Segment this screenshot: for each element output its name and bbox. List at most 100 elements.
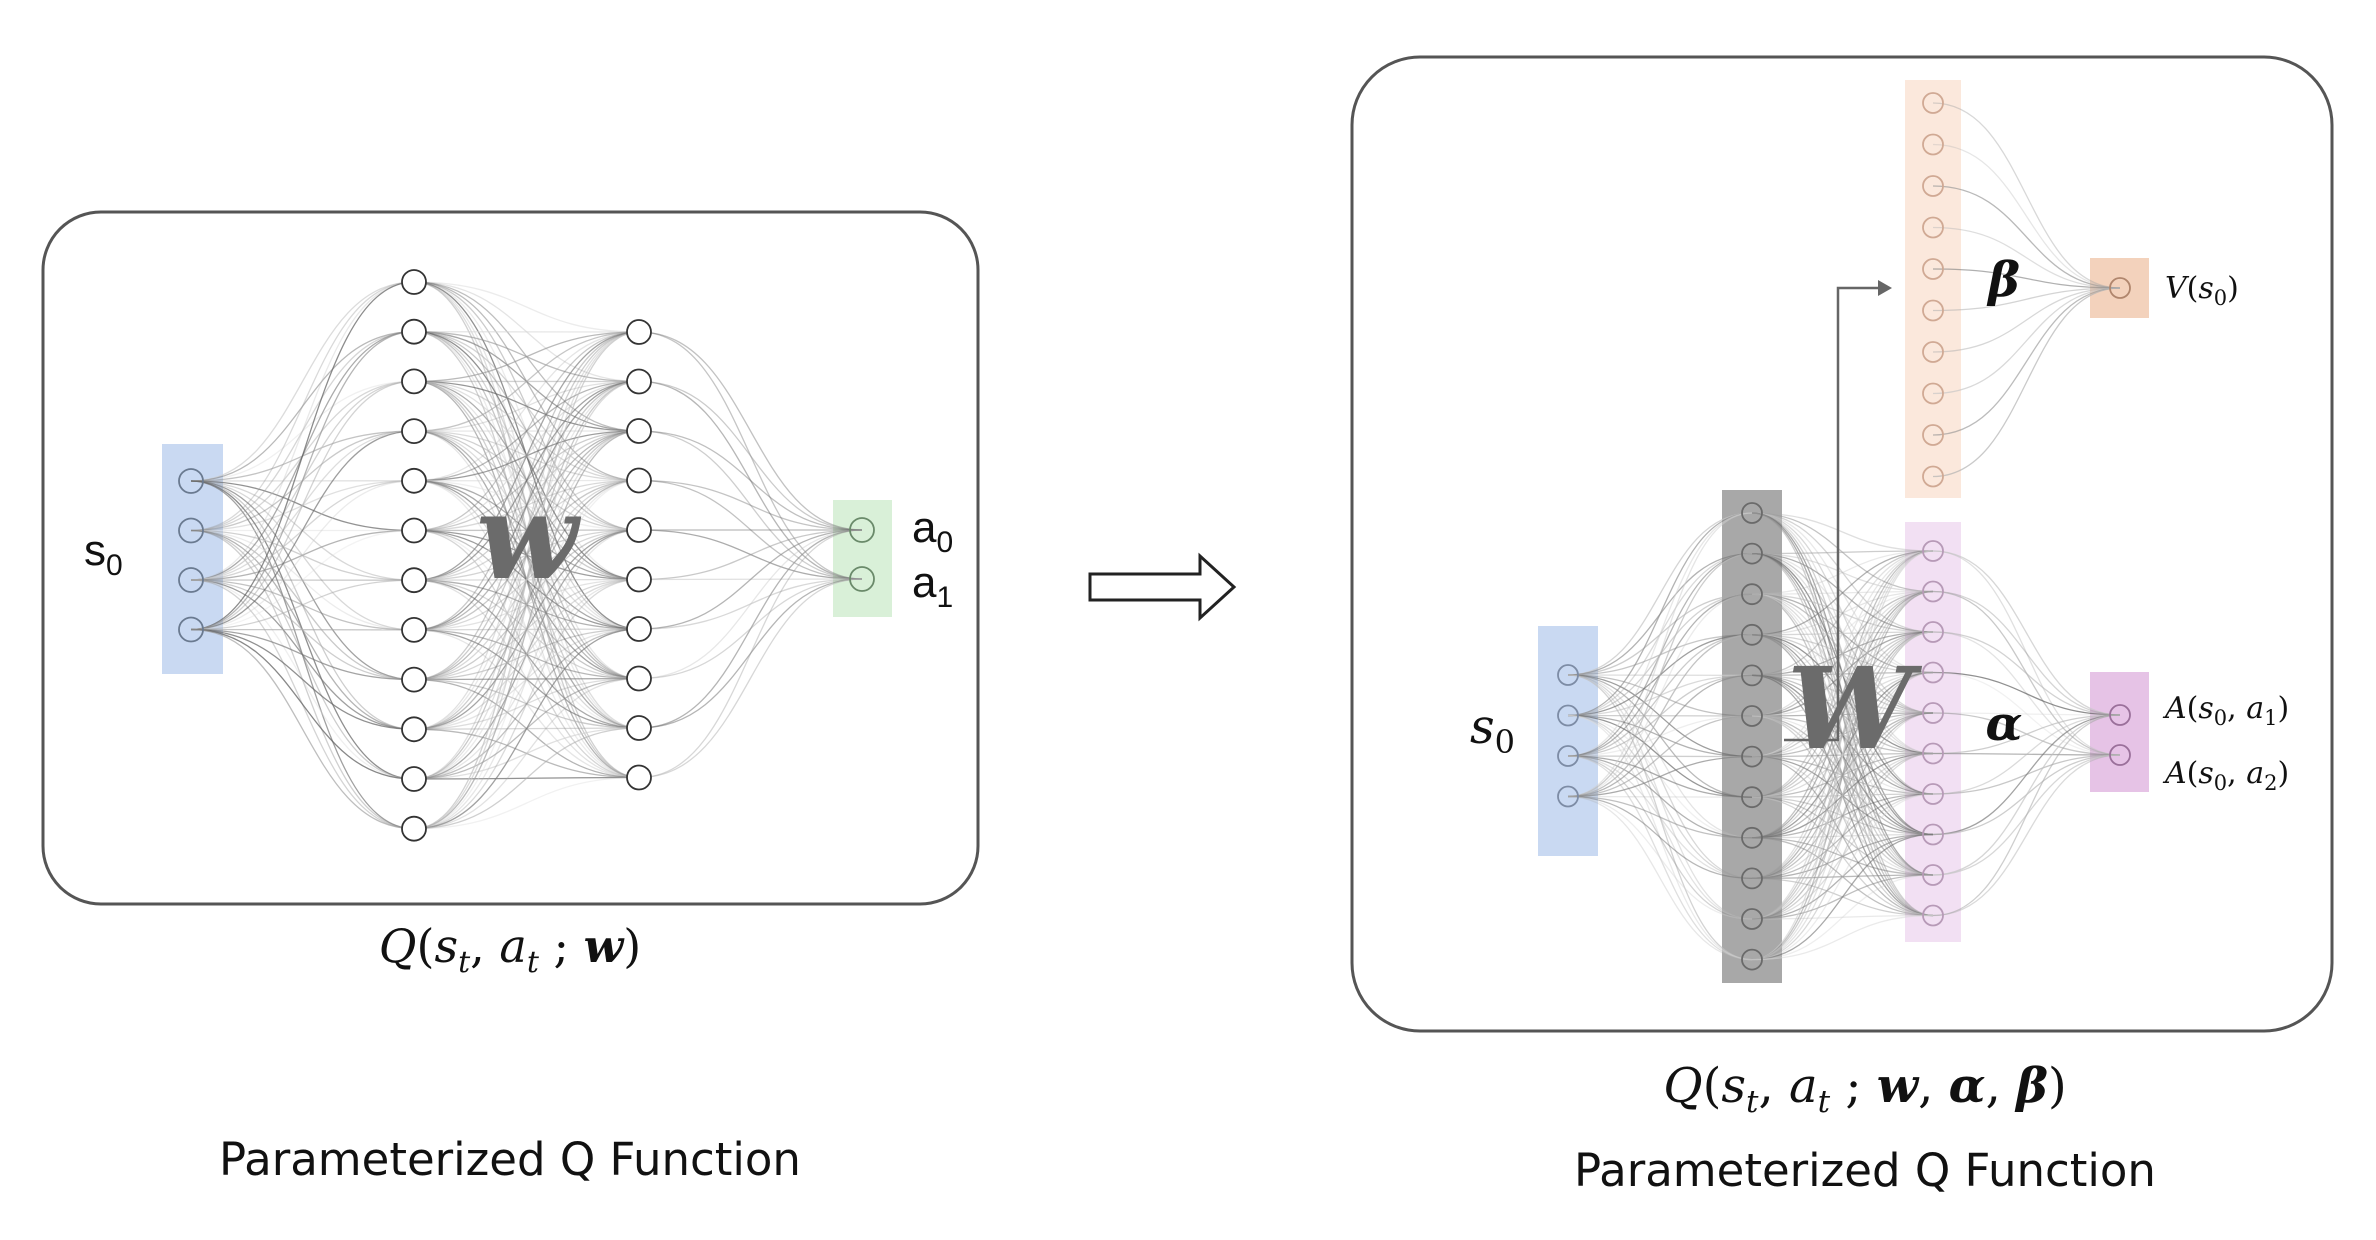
right-panel: W β α s0 V(s0) A(s0, a1) A(s0, a2) Q(st,… (1350, 55, 2334, 1197)
left-connection (190, 331, 415, 631)
value-label-s-sub: 0 (2214, 286, 2227, 310)
right-connection (1932, 550, 2121, 716)
right-layer-1-node-4 (1741, 664, 1763, 687)
right-layer-1-node-10 (1741, 908, 1763, 930)
left-connection (413, 331, 640, 532)
right-connection (1751, 712, 1934, 961)
right-hidden-layer (1722, 490, 1782, 983)
right-layer-2-node-2 (1922, 621, 1944, 643)
left-layer-1-node-4 (401, 467, 427, 494)
right-connection (1567, 795, 1753, 920)
right-formula: Q(st, at ; w, α, β) (1663, 1058, 2066, 1120)
right-layer-2-node-5 (1922, 742, 1944, 765)
left-layer-1-node-0 (401, 269, 427, 295)
right-connection (1751, 550, 1934, 636)
left-connection (413, 380, 640, 432)
left-connection (413, 380, 640, 730)
right-layer-4-node-1 (1922, 133, 1944, 156)
right-connection (1932, 226, 2121, 289)
right-connection (1751, 593, 1934, 633)
left-connection (190, 628, 415, 780)
left-connection (413, 331, 640, 631)
left-connection (413, 430, 640, 830)
right-connection (1751, 833, 1934, 880)
left-connection (190, 529, 415, 581)
right-layer-4-node-8 (1922, 424, 1944, 446)
right-connection (1567, 795, 1753, 961)
left-layer-2-node-7 (626, 665, 652, 692)
left-connection (413, 529, 640, 830)
adv2-comma: , (2227, 756, 2246, 791)
right-layer-1-node-2 (1741, 583, 1763, 606)
beta-branch-line (1784, 286, 1880, 742)
left-connection (413, 331, 640, 830)
adv2-s-sub: 0 (2214, 771, 2227, 795)
left-connection (190, 628, 415, 830)
right-layer-1-node-1 (1741, 542, 1763, 565)
left-connection (190, 281, 415, 631)
left-output-label-1: a1 (912, 558, 953, 614)
right-formula-semi: ; (1830, 1058, 1877, 1114)
right-connection (1567, 674, 1753, 798)
left-nodes (178, 269, 875, 842)
left-connection (413, 331, 640, 482)
left-connection (638, 529, 863, 680)
adv2-a: a (2246, 756, 2264, 791)
left-connection (638, 380, 863, 580)
right-connection (1751, 550, 1934, 920)
right-connection (1567, 512, 1753, 757)
left-formula-comma: , (470, 919, 499, 973)
right-layer-4-node-4 (1922, 258, 1944, 280)
right-layer-1-node-9 (1741, 867, 1763, 890)
adv1-s: s (2198, 691, 2213, 726)
left-connection (413, 380, 640, 631)
left-connection (190, 430, 415, 631)
right-connection (1751, 793, 1934, 880)
right-layer-2-node-8 (1922, 864, 1944, 886)
left-output-0-sub: 0 (936, 526, 953, 559)
right-layer-1-node-3 (1741, 623, 1763, 646)
right-connection (1567, 512, 1753, 798)
right-connection (1567, 795, 1753, 839)
right-connection (1932, 714, 2121, 755)
alpha-stream-layer (1905, 522, 1961, 942)
right-layer-4-node-6 (1922, 341, 1944, 363)
left-layer-1-node-6 (401, 567, 427, 594)
left-formula-a-sub: t (527, 945, 540, 980)
left-layer-2-node-6 (626, 616, 652, 642)
right-layer-2-node-0 (1922, 540, 1944, 562)
left-layer-1-node-8 (401, 666, 427, 693)
left-connection (413, 628, 640, 830)
right-connection (1932, 671, 2121, 756)
left-output-1-sub: 1 (936, 581, 953, 614)
right-connection (1932, 102, 2121, 289)
left-connection (413, 331, 640, 432)
left-connection (413, 430, 640, 681)
right-connection (1751, 550, 1934, 758)
right-connection (1567, 755, 1753, 798)
left-connection (413, 578, 640, 780)
left-caption: Parameterized Q Function (219, 1133, 801, 1186)
left-connection (413, 677, 640, 681)
right-connection (1932, 268, 2121, 289)
left-layer-2-node-5 (626, 566, 652, 593)
left-connection (413, 380, 640, 681)
beta-branch-arrowhead (1878, 280, 1892, 296)
right-connection (1751, 914, 1934, 961)
right-connection (1932, 287, 2121, 353)
right-connection (1751, 833, 1934, 839)
left-connection (413, 628, 640, 730)
right-layer-5-node-0 (2109, 277, 2131, 299)
right-layer-2-node-9 (1922, 904, 1944, 927)
left-panel: w s0 a0 a1 Q(st, at ; w) Parameterized Q… (41, 210, 980, 1186)
right-weight-symbol: W (1787, 644, 1923, 775)
right-connection (1567, 795, 1753, 798)
left-connection (413, 281, 640, 333)
right-connection (1751, 796, 1934, 876)
right-layer-0-node-1 (1557, 704, 1579, 727)
left-layer-1-node-1 (401, 318, 427, 345)
adv2-a-sub: 2 (2264, 771, 2277, 795)
left-connection (190, 380, 415, 631)
right-layer-2-node-3 (1922, 661, 1944, 684)
